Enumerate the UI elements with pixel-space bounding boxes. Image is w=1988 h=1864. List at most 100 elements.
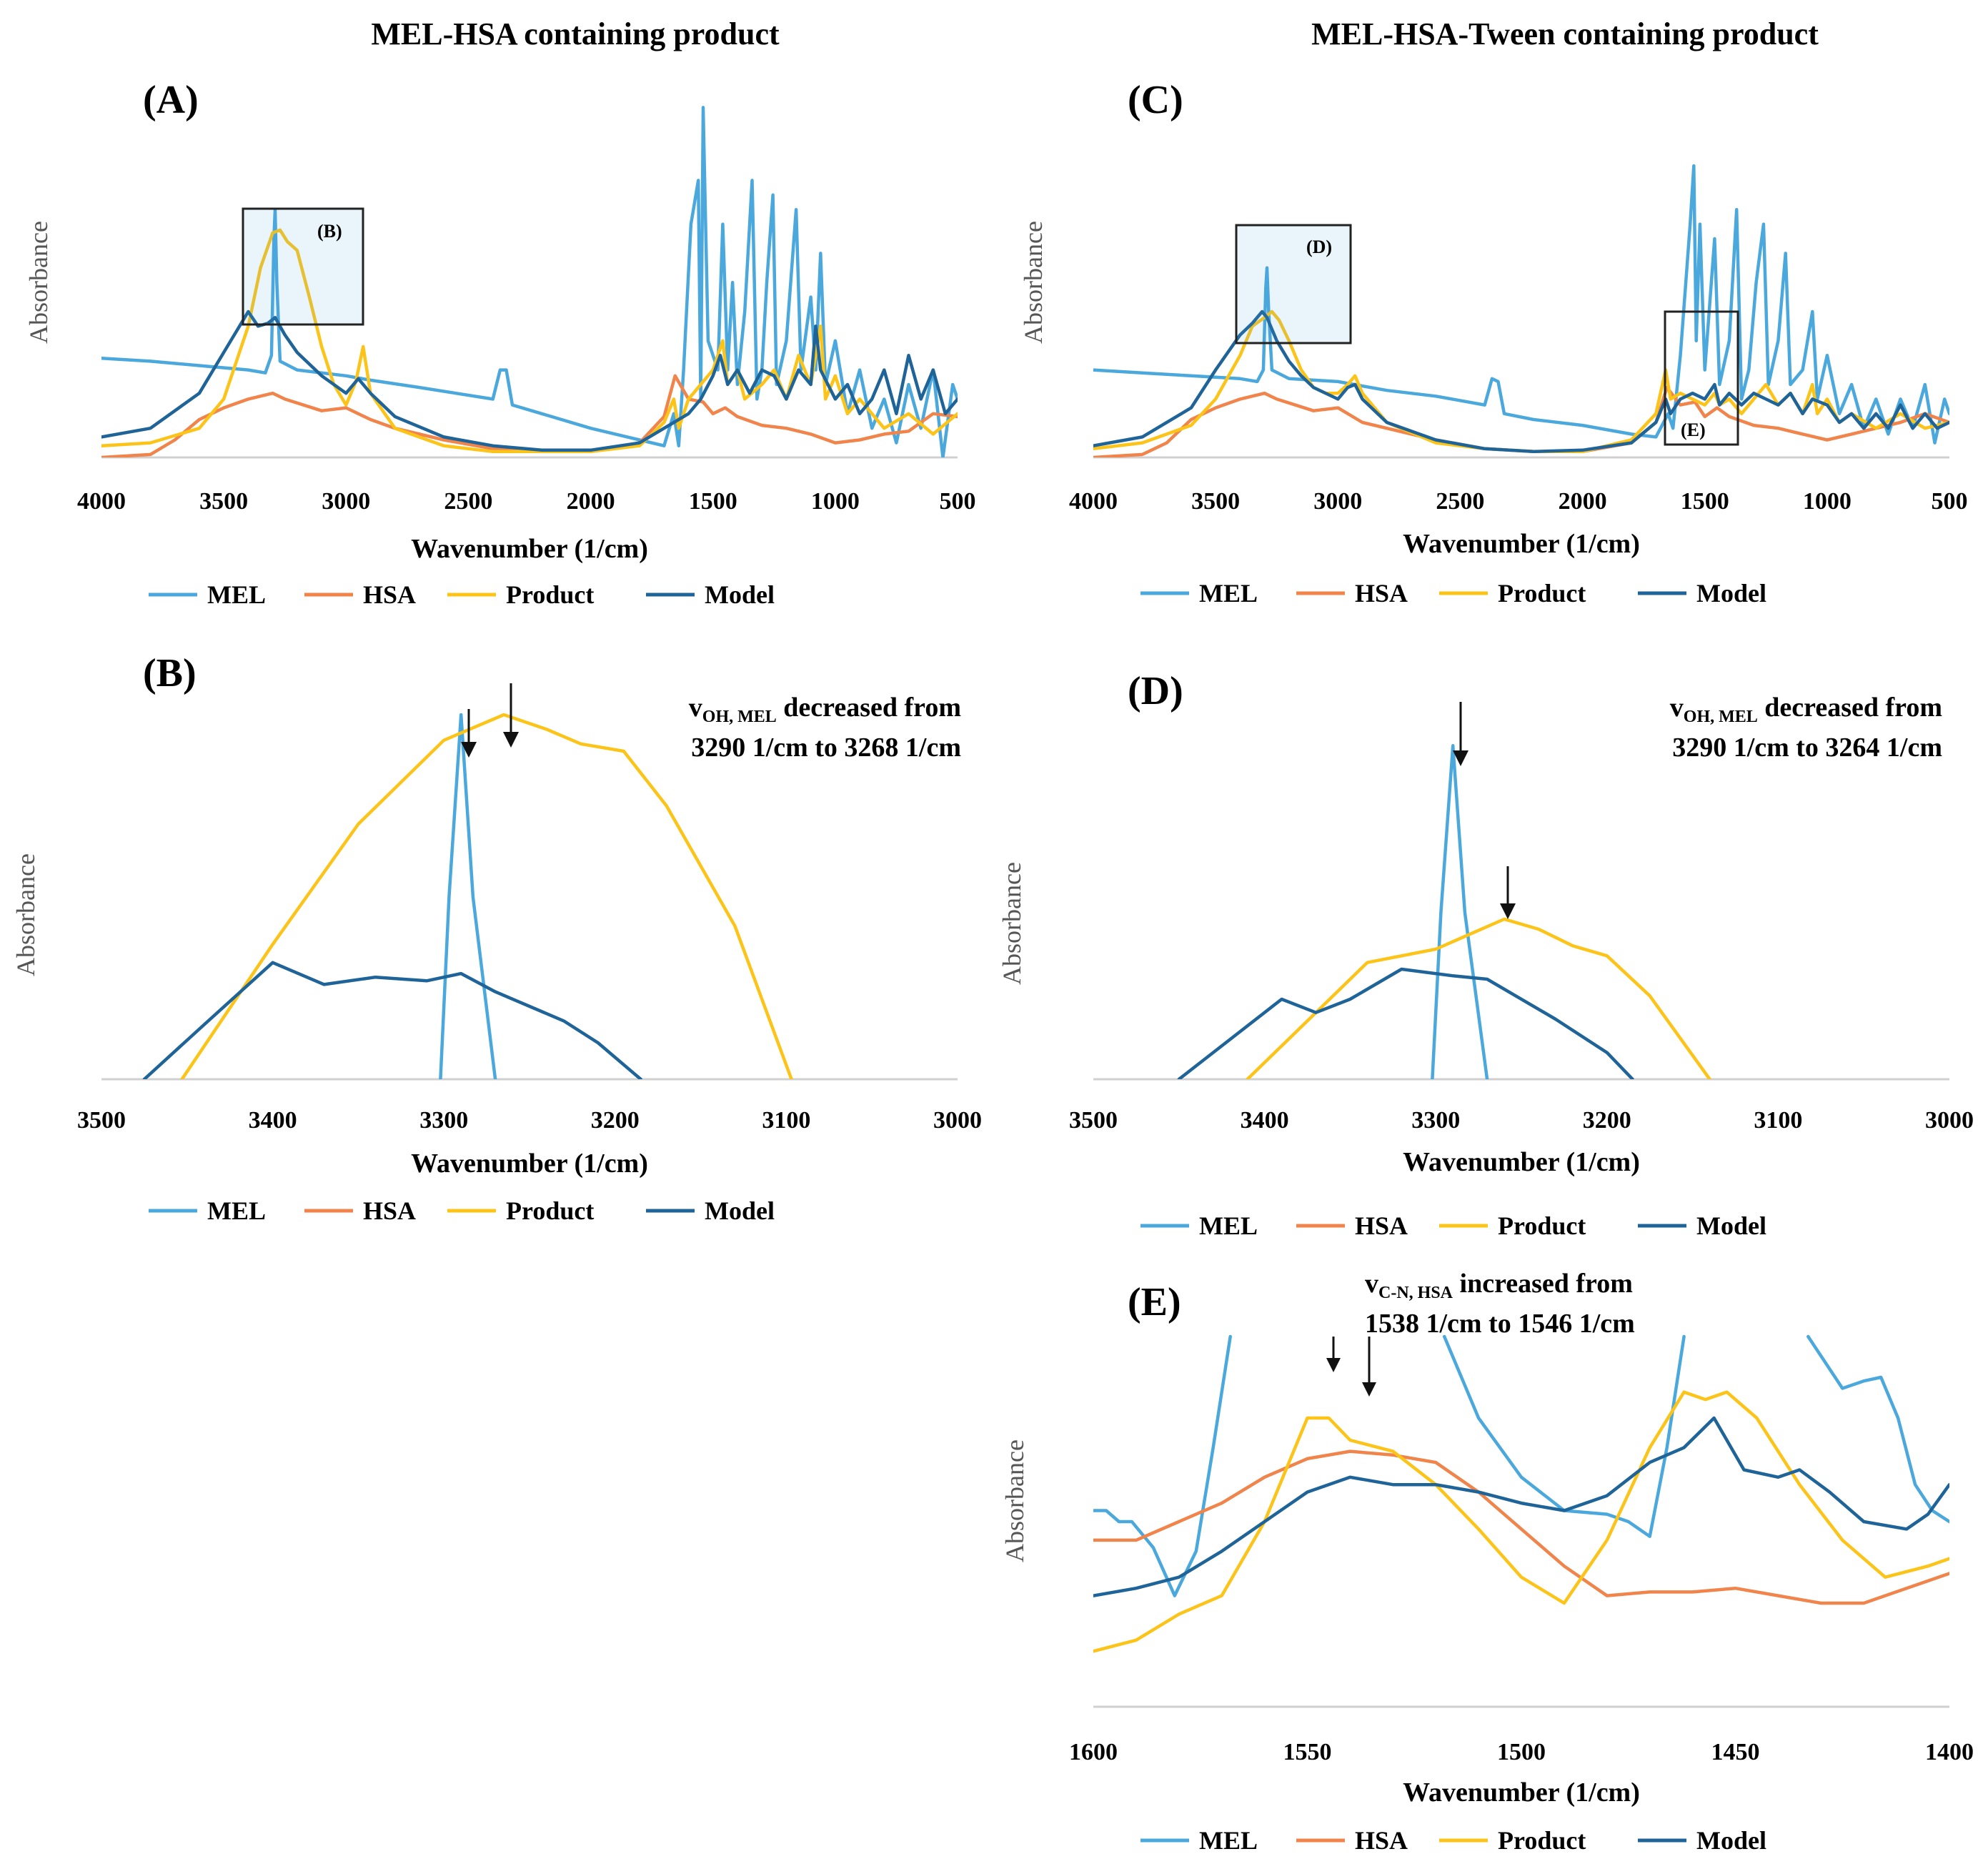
x-tick-C-2500: 2500	[1436, 488, 1484, 515]
series-product-A	[101, 228, 958, 454]
x-tick-A-2000: 2000	[567, 488, 615, 515]
legend-label-mel-E: MEL	[1199, 1826, 1258, 1855]
x-tick-D-3200: 3200	[1583, 1107, 1631, 1134]
y-label-B: Absorbance	[11, 853, 40, 976]
x-label-D: Wavenumber (1/cm)	[1403, 1147, 1640, 1177]
legend-B: MEL HSA Product Model	[149, 1196, 775, 1225]
arrow-B-2	[503, 683, 519, 748]
y-label-A: Absorbance	[24, 221, 53, 344]
legend-label-model-B: Model	[705, 1196, 775, 1225]
panel-label-D: (D)	[1128, 669, 1183, 713]
x-tick-E-1450: 1450	[1711, 1739, 1760, 1765]
inset-box-D	[1235, 224, 1352, 344]
legend-label-product-D: Product	[1498, 1211, 1586, 1240]
legend-label-model-C: Model	[1696, 579, 1766, 608]
legend-label-hsa-B: HSA	[363, 1196, 416, 1225]
title-right: MEL-HSA-Tween containing product	[1311, 16, 1819, 51]
svg-text:vOH, MEL decreased from: vOH, MEL decreased from	[1670, 693, 1942, 726]
x-tick-C-4000: 4000	[1069, 488, 1118, 515]
x-tick-C-2000: 2000	[1559, 488, 1607, 515]
series-mel-A	[101, 106, 958, 457]
x-tick-A-500: 500	[940, 488, 976, 515]
series-model-C	[1093, 309, 1949, 454]
annotation-B-line2: 3290 1/cm to 3268 1/cm	[691, 733, 961, 763]
x-tick-B-3100: 3100	[762, 1107, 810, 1134]
title-left: MEL-HSA containing product	[371, 16, 780, 51]
annotation-E-sub: C-N, HSA	[1378, 1284, 1453, 1302]
series-mel-D	[1431, 744, 1489, 1079]
inset-label-E: (E)	[1681, 420, 1706, 440]
x-tick-D-3300: 3300	[1411, 1107, 1460, 1134]
x-tick-D-3100: 3100	[1754, 1107, 1802, 1134]
annotation-E-suffix: increased from	[1453, 1269, 1633, 1299]
arrow-D-1	[1453, 702, 1468, 766]
annotation-E: vC-N, HSA increased from 1538 1/cm to 15…	[1365, 1269, 1635, 1339]
plot-C: 4000 3500 3000 2500 2000 1500 1000 500 Wavenumbe…	[1069, 164, 1968, 559]
legend-label-model-E: Model	[1696, 1826, 1766, 1855]
x-tick-C-500: 500	[1932, 488, 1968, 515]
x-tick-B-3500: 3500	[77, 1107, 126, 1134]
x-tick-C-1500: 1500	[1681, 488, 1729, 515]
legend-label-hsa-C: HSA	[1355, 579, 1408, 608]
panel-label-B: (B)	[143, 651, 197, 695]
inset-label-D: (D)	[1306, 237, 1332, 257]
legend-label-product-A: Product	[506, 580, 594, 609]
x-tick-E-1600: 1600	[1069, 1739, 1118, 1765]
annotation-D-prefix: v	[1670, 693, 1684, 723]
x-tick-C-3000: 3000	[1313, 488, 1362, 515]
x-tick-B-3000: 3000	[933, 1107, 982, 1134]
x-label-A: Wavenumber (1/cm)	[411, 534, 648, 564]
legends: MEL HSA Product Model MEL HSA Product Model MEL H…	[149, 579, 1766, 1855]
annotation-E-prefix: v	[1365, 1269, 1378, 1299]
x-tick-A-3000: 3000	[322, 488, 370, 515]
x-tick-A-2500: 2500	[444, 488, 492, 515]
annotation-D-suffix: decreased from	[1758, 693, 1942, 723]
panel-label-E: (E)	[1128, 1280, 1181, 1324]
x-tick-C-3500: 3500	[1191, 488, 1240, 515]
legend-label-product-E: Product	[1498, 1826, 1586, 1855]
x-label-B: Wavenumber (1/cm)	[411, 1149, 648, 1179]
annotation-D-sub: OH, MEL	[1684, 708, 1758, 726]
annotation-E-line2: 1538 1/cm to 1546 1/cm	[1365, 1309, 1635, 1339]
x-label-C: Wavenumber (1/cm)	[1403, 529, 1640, 559]
inset-box-E	[1664, 310, 1739, 446]
y-label-E: Absorbance	[1000, 1439, 1029, 1562]
series-hsa-C	[1093, 385, 1949, 457]
panel-label-A: (A)	[143, 78, 199, 122]
legend-label-mel-C: MEL	[1199, 579, 1258, 608]
y-label-D: Absorbance	[998, 862, 1026, 985]
x-tick-E-1500: 1500	[1497, 1739, 1546, 1765]
legend-label-product-C: Product	[1498, 579, 1586, 608]
inset-label-B: (B)	[317, 221, 342, 242]
legend-E: MEL HSA Product Model	[1140, 1826, 1766, 1855]
svg-text:vC-N, HSA increased from: vC-N, HSA increased from	[1365, 1269, 1633, 1302]
legend-label-product-B: Product	[506, 1196, 594, 1225]
arrows	[461, 683, 1516, 1397]
x-tick-D-3500: 3500	[1069, 1107, 1118, 1134]
series-mel-C	[1093, 164, 1949, 445]
arrow-E-2	[1362, 1337, 1376, 1397]
legend-label-model-D: Model	[1696, 1211, 1766, 1240]
series-product-D	[1246, 917, 1711, 1079]
legend-label-model-A: Model	[705, 580, 775, 609]
x-label-E: Wavenumber (1/cm)	[1403, 1778, 1640, 1808]
arrow-D-2	[1500, 866, 1516, 919]
x-tick-B-3200: 3200	[591, 1107, 640, 1134]
legend-label-hsa-A: HSA	[363, 580, 416, 609]
legend-label-mel-A: MEL	[207, 580, 266, 609]
x-tick-A-4000: 4000	[77, 488, 126, 515]
panel-label-C: (C)	[1128, 78, 1183, 122]
annotation-B-suffix: decreased from	[777, 693, 961, 723]
arrow-B-1	[461, 709, 477, 758]
series-model-E	[1093, 1416, 1949, 1597]
x-tick-E-1550: 1550	[1283, 1739, 1332, 1765]
svg-text:vOH, MEL decreased from: vOH, MEL decreased from	[689, 693, 961, 726]
x-tick-E-1400: 1400	[1925, 1739, 1974, 1765]
inset-box-B	[242, 207, 364, 326]
legend-A: MEL HSA Product Model	[149, 580, 775, 609]
x-tick-A-3500: 3500	[199, 488, 248, 515]
annotation-B: vOH, MEL decreased from 3290 1/cm to 326…	[689, 693, 961, 763]
y-label-C: Absorbance	[1019, 221, 1048, 344]
x-tick-D-3000: 3000	[1925, 1107, 1974, 1134]
